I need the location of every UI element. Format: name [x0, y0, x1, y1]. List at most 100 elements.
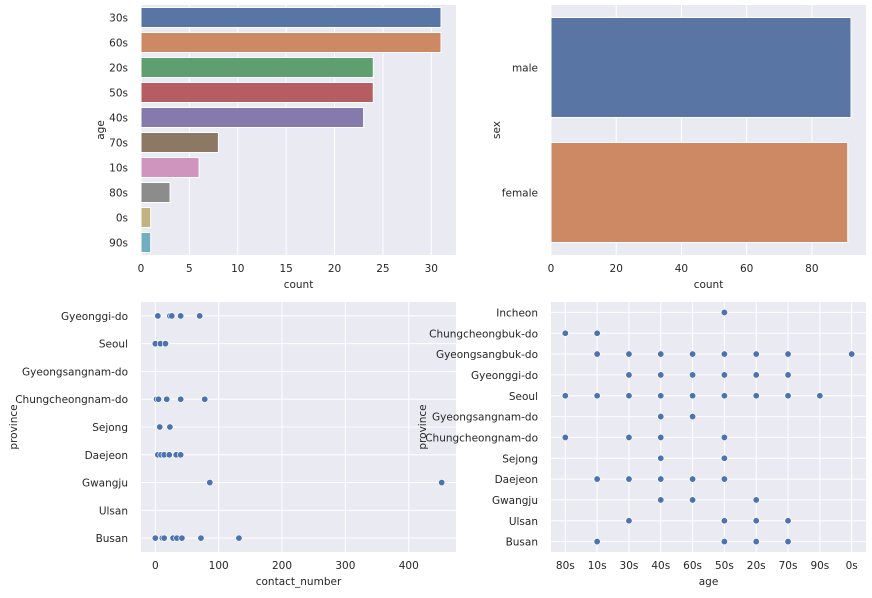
- y-tick-label: Incheon: [496, 307, 538, 319]
- y-tick-label: Sejong: [92, 422, 128, 434]
- point-Gyeonggi-do: [168, 312, 176, 320]
- y-tick-label: Gyeongsangnam-do: [432, 412, 538, 424]
- point-Gwangju: [689, 496, 697, 504]
- subplot-4: 80s 10s 30s 40s 60s 50s 20s 70s 90s 0s Incheon Chun…: [417, 302, 866, 588]
- point-Gwangju: [206, 479, 214, 487]
- y-tick-label: Daejeon: [85, 450, 128, 462]
- x-axis-label: age: [699, 576, 719, 588]
- point-Busan: [752, 538, 760, 546]
- x-tick-label: 80: [805, 263, 818, 275]
- point-Gyeonggi-do: [177, 312, 185, 320]
- y-axis-label: sex: [491, 121, 503, 139]
- y-tick-label: Ulsan: [99, 505, 128, 517]
- point-Chungcheongnam-do: [177, 395, 185, 403]
- subplot-1: 0 5 10 15 20 25 30 30s 60s 20s 50s 40s 70s 10s 80s 0s 90…: [95, 5, 456, 291]
- bar-10s: [140, 157, 200, 178]
- bar-male: [550, 17, 852, 118]
- y-tick-label: 60s: [109, 38, 128, 50]
- x-tick-label: 60: [740, 263, 753, 275]
- y-tick-label: 30s: [109, 13, 128, 25]
- point-Chungcheongnam-do: [154, 395, 162, 403]
- x-tick-label: 10: [231, 263, 244, 275]
- y-tick-label: Gyeonggi-do: [471, 370, 538, 382]
- x-tick-label: 0: [152, 560, 159, 572]
- point-Daejeon: [593, 475, 601, 483]
- point-Gyeongsangbuk-do: [625, 350, 633, 358]
- point-Chungcheongnam-do: [625, 433, 633, 441]
- bar-female: [550, 142, 849, 243]
- point-Seoul: [657, 392, 665, 400]
- y-tick-label: Ulsan: [509, 516, 538, 528]
- x-tick-label: 80s: [556, 560, 575, 572]
- point-Daejeon: [720, 475, 728, 483]
- bar-0s: [140, 207, 152, 228]
- x-tick-label: 0: [138, 263, 145, 275]
- x-tick-label: 90s: [810, 560, 829, 572]
- y-tick-label: 70s: [109, 138, 128, 150]
- bar-70s: [140, 132, 219, 153]
- point-Daejeon: [625, 475, 633, 483]
- y-axis-label: age: [95, 120, 107, 140]
- x-tick-label: 400: [399, 560, 419, 572]
- bar-90s: [140, 232, 152, 253]
- point-Chungcheongbuk-do: [593, 329, 601, 337]
- y-tick-label: Busan: [506, 537, 538, 549]
- y-tick-label: Gwangju: [492, 495, 538, 507]
- point-Daejeon: [165, 451, 173, 459]
- y-tick-label: 20s: [109, 63, 128, 75]
- point-Busan: [178, 534, 186, 542]
- point-Daejeon: [689, 475, 697, 483]
- point-Gwangju: [657, 496, 665, 504]
- y-tick-label: 10s: [109, 163, 128, 175]
- y-tick-label: Chungcheongbuk-do: [429, 328, 538, 340]
- bar-60s: [140, 32, 442, 53]
- point-Gyeonggi-do: [689, 371, 697, 379]
- point-Seoul: [816, 392, 824, 400]
- point-Busan: [784, 538, 792, 546]
- point-Sejong: [720, 454, 728, 462]
- x-tick-label: 60s: [683, 560, 702, 572]
- x-tick-label: 40: [675, 263, 688, 275]
- x-tick-label: 30s: [620, 560, 639, 572]
- point-Chungcheongnam-do: [657, 433, 665, 441]
- x-tick-label: 20: [610, 263, 623, 275]
- point-Busan: [197, 534, 205, 542]
- point-Gyeongsangbuk-do: [720, 350, 728, 358]
- point-Gyeongsangnam-do: [689, 413, 697, 421]
- x-tick-label: 15: [279, 263, 292, 275]
- point-Busan: [151, 534, 159, 542]
- y-tick-label: 80s: [109, 188, 128, 200]
- y-tick-label: 40s: [109, 113, 128, 125]
- y-tick-label: 90s: [109, 238, 128, 250]
- point-Ulsan: [625, 517, 633, 525]
- y-tick-label: Daejeon: [495, 474, 538, 486]
- point-Gyeonggi-do: [784, 371, 792, 379]
- point-Seoul: [720, 392, 728, 400]
- y-tick-label: Gyeongsangbuk-do: [436, 349, 538, 361]
- y-tick-label: Sejong: [502, 453, 538, 465]
- point-Daejeon: [657, 475, 665, 483]
- point-Gyeonggi-do: [752, 371, 760, 379]
- x-tick-label: 30: [425, 263, 438, 275]
- point-Gwangju: [438, 479, 446, 487]
- point-Gyeonggi-do: [196, 312, 204, 320]
- point-Busan: [160, 534, 168, 542]
- y-axis-label: province: [417, 404, 429, 449]
- y-tick-label: Seoul: [99, 339, 128, 351]
- point-Gyeongsangbuk-do: [752, 350, 760, 358]
- bar-50s: [140, 82, 374, 103]
- point-Gyeonggi-do: [657, 371, 665, 379]
- point-Gyeongsangbuk-do: [593, 350, 601, 358]
- point-Gyeonggi-do: [720, 371, 728, 379]
- y-tick-label: female: [502, 188, 538, 200]
- y-tick-label: Busan: [96, 533, 128, 545]
- point-Seoul: [784, 392, 792, 400]
- point-Daejeon: [177, 451, 185, 459]
- bar-30s: [140, 7, 442, 28]
- point-Seoul: [752, 392, 760, 400]
- y-tick-label: Chungcheongnam-do: [425, 432, 538, 444]
- point-Chungcheongbuk-do: [561, 329, 569, 337]
- point-Gwangju: [752, 496, 760, 504]
- x-tick-label: 20: [328, 263, 341, 275]
- bar-20s: [140, 57, 374, 78]
